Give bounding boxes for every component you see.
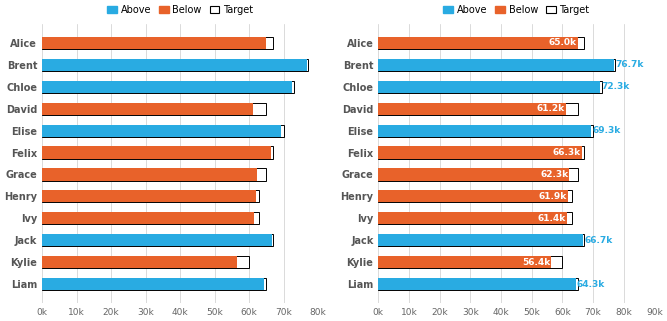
Text: 61.9k: 61.9k bbox=[539, 192, 567, 201]
Bar bbox=[42, 256, 237, 268]
Bar bbox=[42, 234, 273, 247]
Text: 69.3k: 69.3k bbox=[592, 126, 620, 135]
Bar bbox=[378, 278, 576, 290]
Bar bbox=[378, 169, 578, 180]
Legend: Above, Below, Target: Above, Below, Target bbox=[440, 1, 594, 19]
Bar bbox=[378, 256, 552, 268]
Bar bbox=[42, 37, 273, 49]
Bar bbox=[378, 169, 570, 180]
Bar bbox=[42, 213, 254, 224]
Bar bbox=[42, 125, 283, 137]
Bar bbox=[42, 278, 264, 290]
Text: 61.2k: 61.2k bbox=[537, 104, 565, 113]
Bar bbox=[378, 59, 614, 71]
Bar bbox=[42, 146, 273, 159]
Bar bbox=[378, 213, 567, 224]
Bar bbox=[378, 278, 578, 290]
Bar bbox=[42, 278, 266, 290]
Bar bbox=[42, 234, 272, 247]
Bar bbox=[378, 190, 568, 203]
Bar bbox=[378, 103, 566, 115]
Text: 66.7k: 66.7k bbox=[584, 236, 612, 245]
Bar bbox=[378, 146, 584, 159]
Bar bbox=[42, 169, 257, 180]
Bar bbox=[378, 59, 614, 71]
Bar bbox=[42, 37, 266, 49]
Bar bbox=[378, 81, 600, 93]
Bar bbox=[42, 81, 294, 93]
Bar bbox=[42, 190, 255, 203]
Bar bbox=[42, 125, 281, 137]
Bar bbox=[378, 256, 562, 268]
Text: 65.0k: 65.0k bbox=[548, 38, 576, 47]
Bar bbox=[42, 103, 266, 115]
Text: 61.4k: 61.4k bbox=[537, 214, 566, 223]
Bar bbox=[42, 213, 259, 224]
Bar bbox=[378, 213, 572, 224]
Bar bbox=[42, 146, 271, 159]
Bar bbox=[378, 234, 583, 247]
Legend: Above, Below, Target: Above, Below, Target bbox=[103, 1, 257, 19]
Bar bbox=[42, 169, 266, 180]
Bar bbox=[378, 190, 572, 203]
Text: 64.3k: 64.3k bbox=[577, 280, 605, 289]
Bar bbox=[378, 37, 584, 49]
Bar bbox=[378, 146, 582, 159]
Bar bbox=[42, 256, 249, 268]
Bar bbox=[42, 59, 308, 71]
Bar bbox=[378, 103, 578, 115]
Bar bbox=[42, 81, 291, 93]
Text: 56.4k: 56.4k bbox=[522, 258, 550, 267]
Text: 62.3k: 62.3k bbox=[540, 170, 568, 179]
Bar bbox=[378, 81, 602, 93]
Text: 72.3k: 72.3k bbox=[602, 82, 630, 91]
Bar bbox=[42, 59, 307, 71]
Bar bbox=[42, 190, 259, 203]
Bar bbox=[378, 234, 584, 247]
Bar bbox=[378, 37, 578, 49]
Text: 66.3k: 66.3k bbox=[552, 148, 580, 157]
Bar bbox=[378, 125, 591, 137]
Bar bbox=[378, 125, 593, 137]
Bar bbox=[42, 103, 253, 115]
Text: 76.7k: 76.7k bbox=[615, 60, 643, 69]
